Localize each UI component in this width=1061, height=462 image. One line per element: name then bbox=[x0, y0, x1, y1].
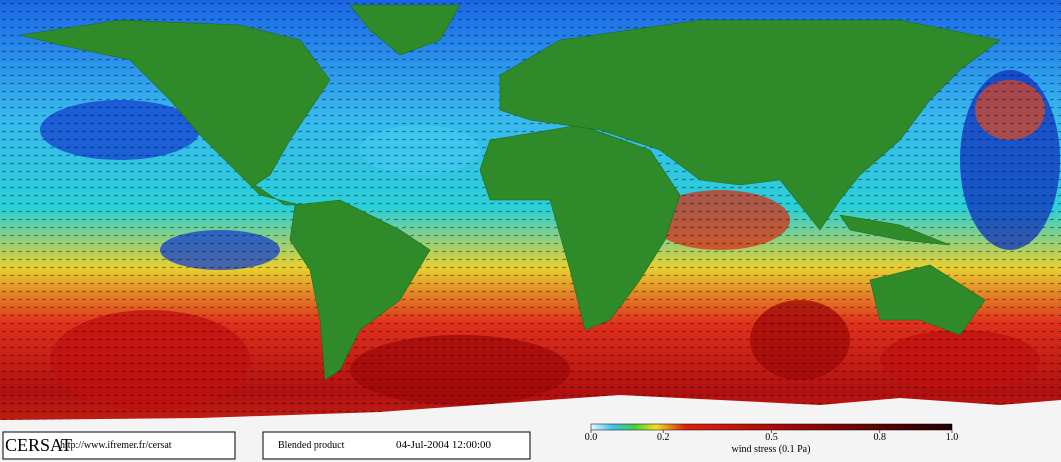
product: Blended product bbox=[278, 440, 345, 451]
url: http://www.ifremer.fr/cersat bbox=[60, 440, 172, 451]
colorbar-tick-label: 0.0 bbox=[585, 432, 598, 443]
logo: CERSAT bbox=[5, 435, 72, 455]
colorbar-tick-label: 0.8 bbox=[874, 432, 887, 443]
colorbar-label: wind stress (0.1 Pa) bbox=[732, 444, 811, 455]
colorbar-tick-label: 0.5 bbox=[765, 432, 778, 443]
logo-box bbox=[2, 431, 236, 460]
continents bbox=[19, 4, 1001, 381]
colorbar bbox=[590, 423, 953, 431]
product-box bbox=[262, 431, 531, 460]
date: 04-Jul-2004 12:00:00 bbox=[396, 439, 492, 451]
colorbar-tick-label: 1.0 bbox=[946, 432, 959, 443]
colorbar-tick-label: 0.2 bbox=[657, 432, 670, 443]
